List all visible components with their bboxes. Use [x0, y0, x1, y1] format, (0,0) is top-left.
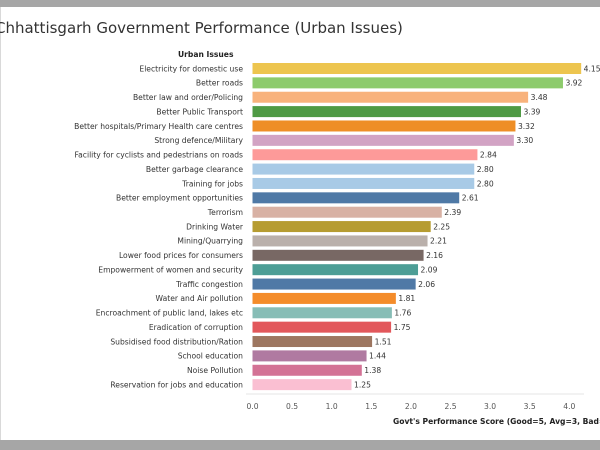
- category-label-training-for-jobs: Training for jobs: [181, 179, 243, 188]
- bar-better-roads[interactable]: [252, 77, 563, 89]
- bar-drinking-water[interactable]: [252, 221, 431, 233]
- value-label-noise-pollution: 1.38: [364, 366, 381, 375]
- category-label-traffic-congestion: Traffic congestion: [175, 280, 243, 289]
- value-label-traffic-congestion: 2.06: [418, 280, 435, 289]
- value-label-eradication-of-corruption: 1.75: [394, 323, 411, 332]
- category-label-water-and-air-pollution: Water and Air pollution: [156, 294, 244, 303]
- value-label-better-employment-opportunities: 2.61: [462, 194, 479, 203]
- x-ticks-layer: 0.0 0.5 1.0 1.5 2.0 2.5 3.0 3.5 4.0: [246, 402, 575, 411]
- bar-strong-defence-military[interactable]: [252, 134, 514, 146]
- value-label-encroachment-of-public-land-lakes-etc: 1.76: [394, 309, 411, 318]
- x-tick-label-4-0: 4.0: [563, 402, 575, 411]
- category-label-subsidised-food-distribution-ration: Subsidised food distribution/Ration: [110, 337, 243, 346]
- bar-better-hospitals-primary-health-care-centres[interactable]: [252, 120, 516, 132]
- category-label-better-hospitals-primary-health-care-centres: Better hospitals/Primary Health care cen…: [74, 122, 243, 131]
- value-label-training-for-jobs: 2.80: [477, 179, 494, 188]
- x-tick-label-0-0: 0.0: [246, 402, 258, 411]
- x-tick-label-1-5: 1.5: [365, 402, 377, 411]
- category-label-better-public-transport: Better Public Transport: [156, 107, 243, 116]
- category-label-mining-quarrying: Mining/Quarrying: [177, 237, 243, 246]
- value-label-terrorism: 2.39: [444, 208, 461, 217]
- bar-water-and-air-pollution[interactable]: [252, 292, 396, 304]
- bar-chart: Urban Issues Electricity for domestic us…: [74, 50, 600, 426]
- category-label-strong-defence-military: Strong defence/Military: [154, 136, 243, 145]
- x-tick-label-0-5: 0.5: [286, 402, 298, 411]
- x-tick-label-3-0: 3.0: [484, 402, 496, 411]
- category-label-terrorism: Terrorism: [207, 208, 243, 217]
- category-label-electricity-for-domestic-use: Electricity for domestic use: [139, 64, 243, 73]
- category-label-drinking-water: Drinking Water: [186, 222, 244, 231]
- value-label-lower-food-prices-for-consumers: 2.16: [426, 251, 443, 260]
- bar-eradication-of-corruption[interactable]: [252, 321, 392, 333]
- category-label-facility-for-cyclists-and-pedestrians-on-roads: Facility for cyclists and pedestrians on…: [74, 151, 243, 160]
- value-label-electricity-for-domestic-use: 4.15: [584, 64, 600, 73]
- bar-encroachment-of-public-land-lakes-etc[interactable]: [252, 307, 392, 319]
- bar-reservation-for-jobs-and-education[interactable]: [252, 379, 352, 391]
- value-label-empowerment-of-women-and-security: 2.09: [421, 265, 438, 274]
- bar-subsidised-food-distribution-ration[interactable]: [252, 336, 373, 348]
- category-label-noise-pollution: Noise Pollution: [187, 366, 243, 375]
- category-header: Urban Issues: [178, 50, 234, 59]
- bar-lower-food-prices-for-consumers[interactable]: [252, 249, 424, 261]
- bottom-border-band: [0, 440, 600, 450]
- category-label-better-law-and-order-policing: Better law and order/Policing: [133, 93, 243, 102]
- bar-traffic-congestion[interactable]: [252, 278, 416, 290]
- bar-better-public-transport[interactable]: [252, 106, 521, 118]
- value-label-drinking-water: 2.25: [433, 222, 450, 231]
- left-border-line: [0, 7, 1, 440]
- top-border-band: [0, 0, 600, 7]
- bar-better-garbage-clearance[interactable]: [252, 163, 475, 175]
- bar-better-employment-opportunities[interactable]: [252, 192, 460, 204]
- category-label-better-roads: Better roads: [196, 79, 243, 88]
- category-label-encroachment-of-public-land-lakes-etc: Encroachment of public land, lakes etc: [96, 309, 243, 318]
- value-label-better-public-transport: 3.39: [523, 107, 540, 116]
- value-label-strong-defence-military: 3.30: [516, 136, 533, 145]
- bar-facility-for-cyclists-and-pedestrians-on-roads[interactable]: [252, 149, 478, 161]
- category-label-reservation-for-jobs-and-education: Reservation for jobs and education: [110, 380, 243, 389]
- value-label-better-roads: 3.92: [565, 79, 582, 88]
- category-label-better-employment-opportunities: Better employment opportunities: [116, 194, 243, 203]
- chart-title: Chhattisgarh Government Performance (Urb…: [0, 19, 403, 37]
- value-label-better-law-and-order-policing: 3.48: [531, 93, 548, 102]
- x-tick-label-2-0: 2.0: [405, 402, 417, 411]
- bar-training-for-jobs[interactable]: [252, 177, 475, 189]
- x-tick-label-1-0: 1.0: [326, 402, 338, 411]
- bar-mining-quarrying[interactable]: [252, 235, 428, 247]
- bar-school-education[interactable]: [252, 350, 367, 362]
- bar-electricity-for-domestic-use[interactable]: [252, 63, 582, 74]
- bar-noise-pollution[interactable]: [252, 364, 362, 376]
- category-label-school-education: School education: [178, 352, 243, 361]
- value-label-better-hospitals-primary-health-care-centres: 3.32: [518, 122, 535, 131]
- value-label-subsidised-food-distribution-ration: 1.51: [375, 337, 392, 346]
- x-axis-title: Govt's Performance Score (Good=5, Avg=3,…: [393, 417, 600, 426]
- value-label-water-and-air-pollution: 1.81: [398, 294, 415, 303]
- bar-better-law-and-order-policing[interactable]: [252, 91, 529, 103]
- bar-empowerment-of-women-and-security[interactable]: [252, 264, 419, 276]
- value-label-mining-quarrying: 2.21: [430, 237, 447, 246]
- x-tick-label-3-5: 3.5: [524, 402, 536, 411]
- value-label-reservation-for-jobs-and-education: 1.25: [354, 380, 371, 389]
- bar-terrorism[interactable]: [252, 206, 442, 218]
- value-label-school-education: 1.44: [369, 352, 386, 361]
- value-label-better-garbage-clearance: 2.80: [477, 165, 494, 174]
- category-label-lower-food-prices-for-consumers: Lower food prices for consumers: [119, 251, 243, 260]
- category-label-empowerment-of-women-and-security: Empowerment of women and security: [98, 265, 243, 274]
- x-tick-label-2-5: 2.5: [444, 402, 456, 411]
- bars-layer: Electricity for domestic use 4.15 Better r…: [74, 63, 600, 391]
- category-label-eradication-of-corruption: Eradication of corruption: [149, 323, 243, 332]
- category-label-better-garbage-clearance: Better garbage clearance: [146, 165, 243, 174]
- value-label-facility-for-cyclists-and-pedestrians-on-roads: 2.84: [480, 151, 497, 160]
